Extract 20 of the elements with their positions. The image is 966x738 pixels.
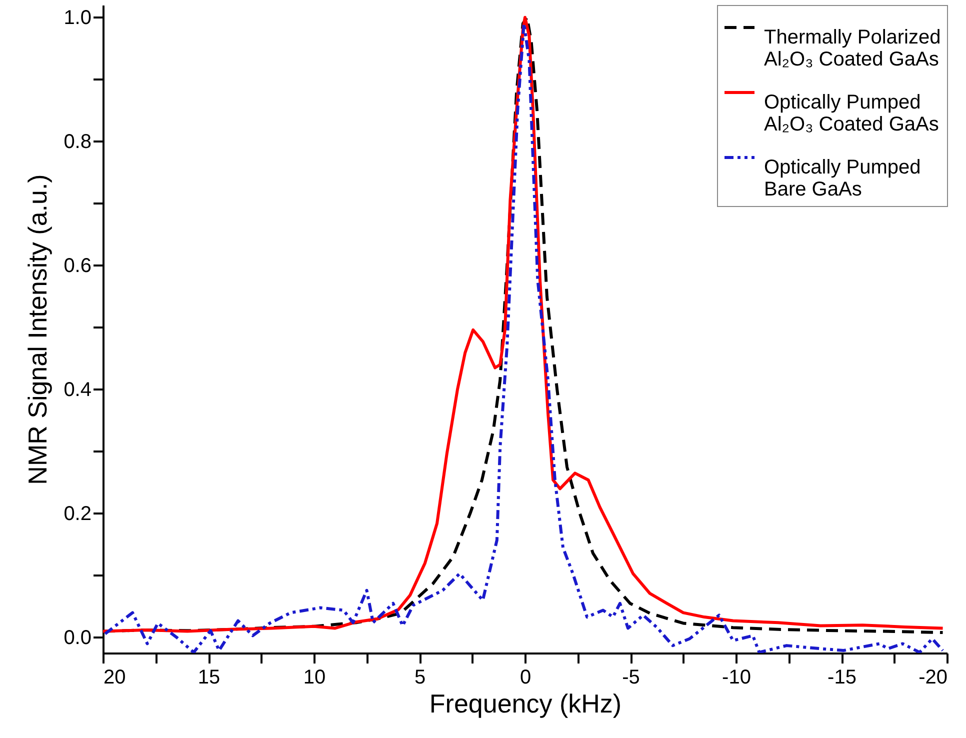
x-tick-label: 5: [414, 666, 426, 688]
y-tick-label: 1.0: [64, 6, 92, 29]
x-tick-label: -20: [918, 666, 948, 688]
y-tick-label: 0.4: [64, 378, 92, 401]
y-axis-title: NMR Signal Intensity (a.u.): [22, 174, 53, 485]
legend-label: Thermally Polarized Al₂O₃ Coated GaAs: [764, 26, 941, 70]
x-tick-label: -10: [722, 666, 751, 688]
y-tick-label: 0.8: [64, 130, 92, 153]
x-tick-label: -15: [828, 666, 856, 688]
x-tick-label: -5: [622, 666, 640, 688]
x-axis-title: Frequency (kHz): [429, 688, 622, 718]
x-tick-label: 0: [520, 666, 532, 688]
legend-label: Optically Pumped Bare GaAs: [764, 156, 921, 200]
y-tick-label: 0.6: [64, 254, 92, 277]
x-tick-label: 20: [104, 666, 126, 688]
legend-label: Optically Pumped Al₂O₃ Coated GaAs: [764, 92, 939, 136]
x-tick-label: 15: [198, 666, 220, 688]
y-tick-label: 0.2: [64, 502, 92, 525]
x-tick-label: 10: [303, 666, 326, 688]
y-tick-label: 0.0: [64, 627, 92, 649]
